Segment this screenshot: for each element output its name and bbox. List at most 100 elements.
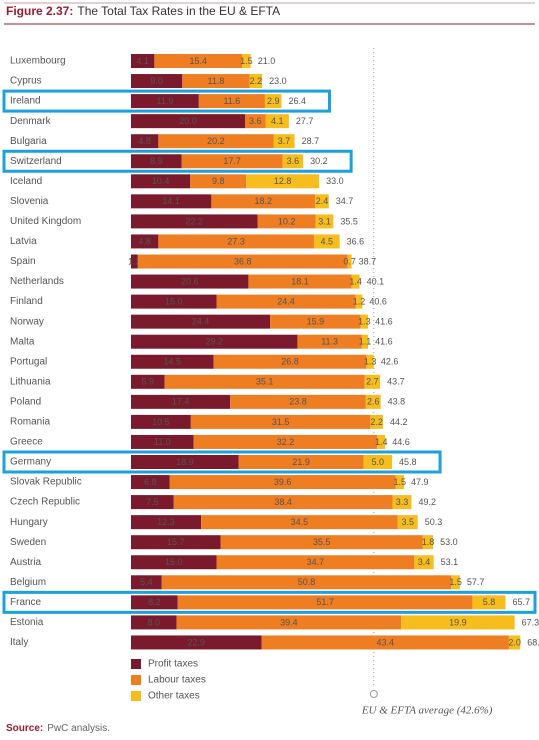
bar-segment [201,515,398,530]
segment-label: 8.2 [148,597,161,607]
segment-label: 22.2 [186,216,204,226]
segment-label: 10.4 [152,176,170,186]
bar-segment [131,134,159,149]
bar-segment [361,334,369,349]
segment-label: 18.9 [176,457,194,467]
bar-segment [220,535,423,550]
segment-label: 9.0 [150,76,163,86]
bar-segment [181,154,283,169]
bar-segment [249,74,263,89]
total-label: 26.4 [288,96,306,106]
category-label: United Kingdom [10,216,81,227]
source-label: Source: [6,723,43,734]
bar-segment [131,615,177,630]
segment-label: 3.5 [401,517,414,527]
bar-segment [190,414,371,429]
total-label: 33.0 [326,176,344,186]
bar-segment [131,535,221,550]
segment-label: 1.4 [349,276,362,286]
total-label: 53.1 [441,557,459,567]
bar-segment [370,414,383,429]
category-label: Finland [10,296,43,307]
segment-label: 2.6 [367,397,380,407]
bar-segment [131,635,262,650]
bar-segment [158,134,274,149]
bar-segment [131,434,194,449]
bar-segment [508,635,521,650]
segment-label: 1.3 [358,317,371,327]
bar-segment [198,94,265,109]
bar-segment [164,374,365,389]
bar-segment [238,455,364,469]
total-label: 40.6 [369,296,387,306]
segment-label: 1.5 [393,477,406,487]
category-label: Malta [10,336,35,347]
category-label: Bulgaria [10,136,47,147]
category-label: Czech Republic [10,497,80,508]
segment-label: 51.7 [316,597,334,607]
bar-segment [131,74,183,89]
category-label: Estonia [10,617,44,628]
legend-swatch [131,691,141,701]
highlight-box [2,450,442,474]
bar-segment [363,455,393,469]
bar-segment [248,274,352,289]
bar-segment [264,94,282,109]
bar-segment [131,354,214,369]
segment-label: 7.5 [146,497,159,507]
segment-label: 4.1 [136,56,149,66]
bar-segment [131,394,231,409]
bar-segment [131,515,202,530]
segment-label: 1.3 [364,357,377,367]
bar-segment [347,254,352,269]
total-label: 30.2 [310,156,328,166]
segment-label: 17.7 [223,156,241,166]
category-label: France [10,597,42,608]
segment-label: 11.0 [154,437,171,447]
bar-segment [422,535,434,550]
segment-label: 11.8 [208,76,225,86]
bar-segment [273,134,295,149]
segment-label: 20.2 [207,136,225,146]
segment-label: 29.2 [205,337,223,347]
segment-label: 15.7 [167,537,185,547]
bar-segment [213,354,367,369]
bar-segment [395,475,405,490]
segment-label: 6.8 [144,477,157,487]
bar-segment [401,615,515,630]
segment-label: 20.0 [179,116,197,126]
segment-label: 3.6 [287,156,300,166]
bar-segment [315,194,329,209]
bar-segment [131,254,138,269]
legend-label: Other taxes [148,691,200,702]
bar-segment [131,595,178,610]
bar-segment [131,495,174,510]
total-label: 44.6 [392,437,410,447]
category-label: Greece [10,437,43,448]
highlight-box [2,590,537,614]
segment-label: 14.1 [162,196,180,206]
bar-segment [270,314,361,329]
segment-label: 1.2 [128,256,141,266]
bar-segment [315,214,334,229]
average-label: EU & EFTA average (42.6%) [361,705,493,717]
segment-label: 26.8 [281,357,299,367]
bar-segment [246,174,320,189]
bar-segment [377,434,386,449]
bar-segment [131,214,258,229]
bar-segment [216,555,415,570]
segment-label: 4.1 [271,116,284,126]
category-label: Germany [10,457,51,468]
segment-label: 1.5 [240,56,253,66]
segment-label: 19.9 [449,617,467,627]
segment-label: 23.8 [289,397,307,407]
bar-segment [355,294,363,309]
bar-segment [313,234,340,249]
bar-segment [131,575,162,590]
total-label: 57.7 [467,577,485,587]
segment-label: 43.4 [376,637,394,647]
segment-label: 3.3 [396,497,409,507]
figure-label: Figure 2.37: [6,4,73,18]
bar-segment [131,94,199,109]
bar-segment [131,114,245,129]
